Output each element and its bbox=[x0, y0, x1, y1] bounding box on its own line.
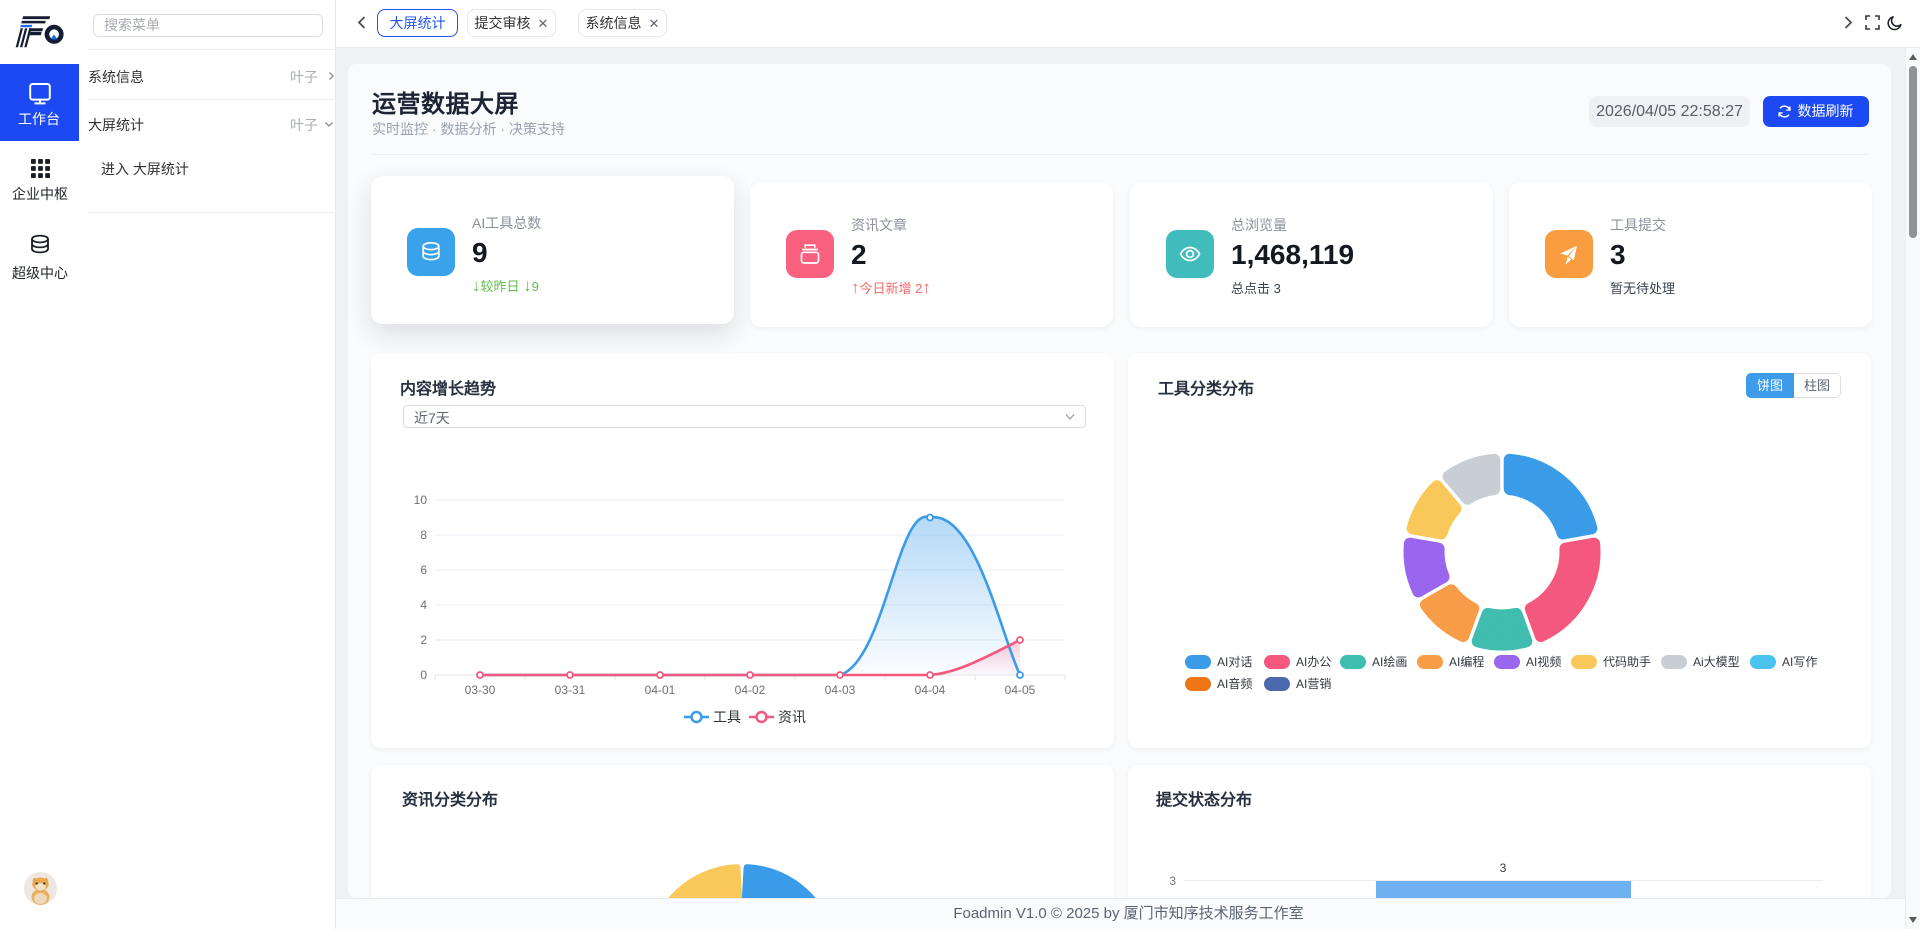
svg-text:资讯: 资讯 bbox=[778, 709, 806, 725]
svg-text:03-31: 03-31 bbox=[555, 683, 586, 697]
svg-text:10: 10 bbox=[414, 493, 428, 507]
svg-text:04-04: 04-04 bbox=[915, 683, 946, 697]
svg-text:工具: 工具 bbox=[713, 709, 741, 725]
svg-text:04-01: 04-01 bbox=[645, 683, 676, 697]
svg-text:04-02: 04-02 bbox=[735, 683, 766, 697]
svg-text:04-05: 04-05 bbox=[1005, 683, 1036, 697]
svg-text:8: 8 bbox=[420, 528, 427, 542]
svg-text:2: 2 bbox=[420, 633, 427, 647]
svg-text:6: 6 bbox=[420, 563, 427, 577]
svg-text:4: 4 bbox=[420, 598, 427, 612]
svg-text:03-30: 03-30 bbox=[465, 683, 496, 697]
svg-text:0: 0 bbox=[420, 668, 427, 682]
svg-text:04-03: 04-03 bbox=[825, 683, 856, 697]
